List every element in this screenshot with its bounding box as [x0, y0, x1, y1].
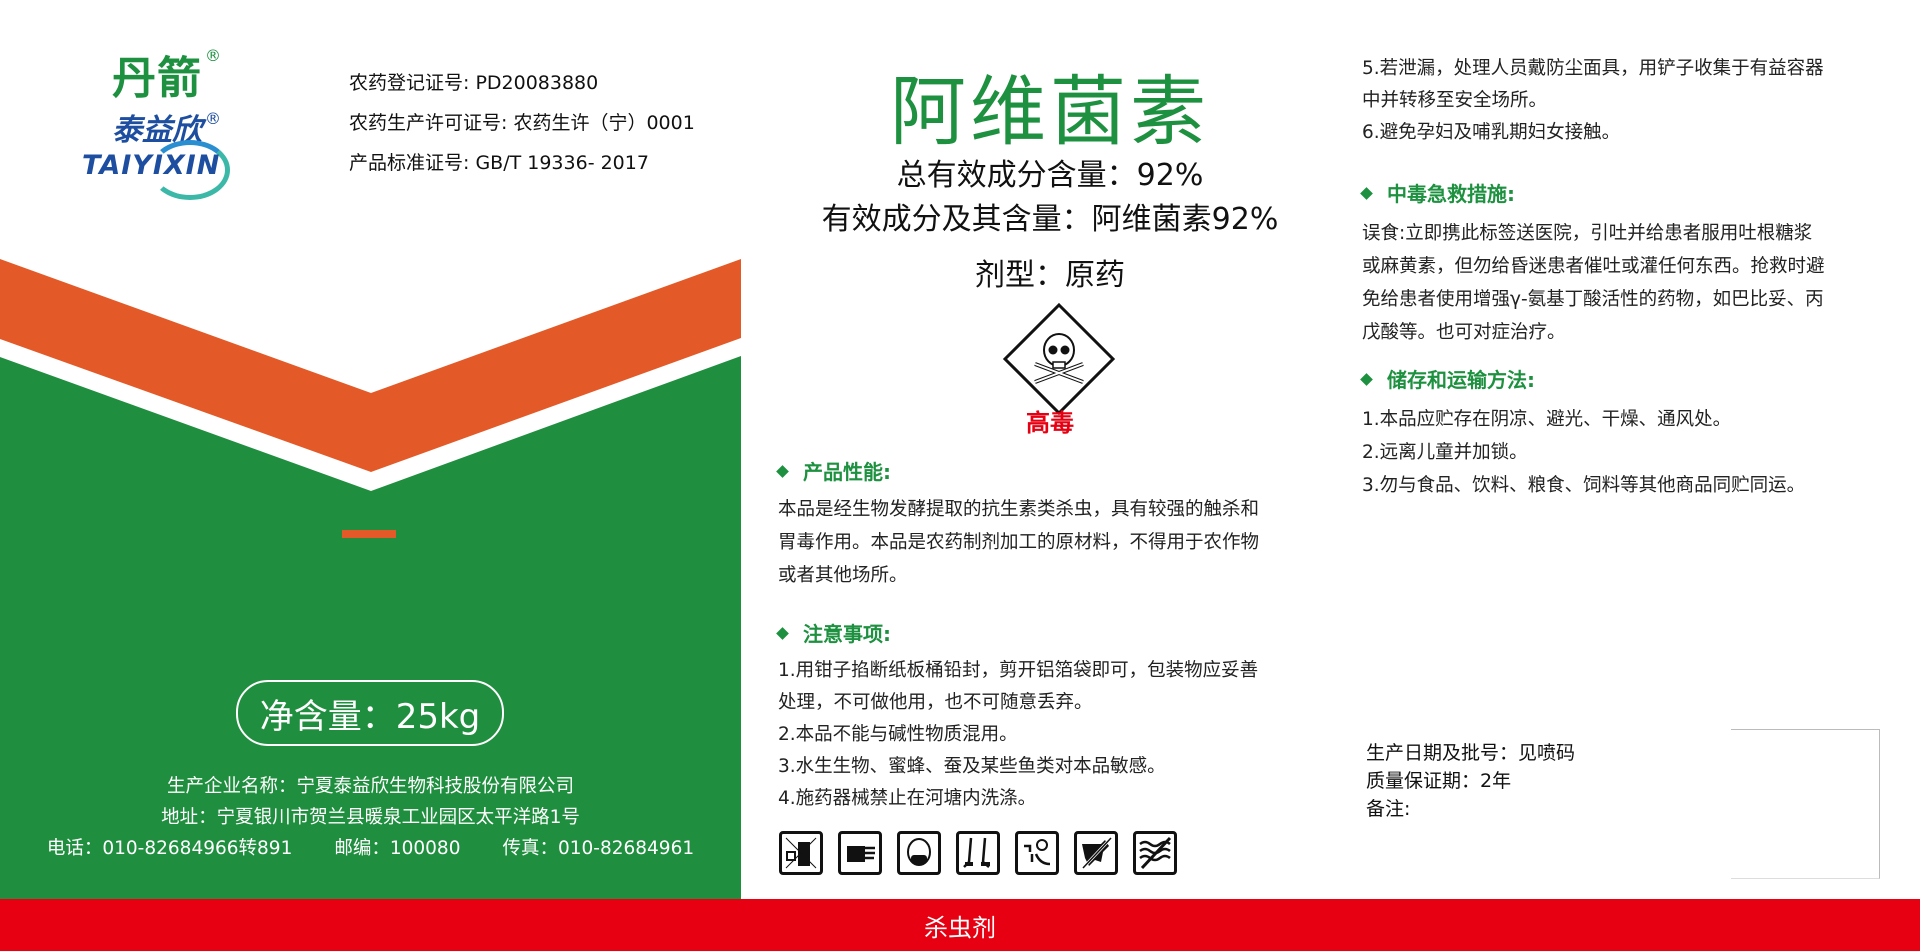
green-panel	[0, 356, 741, 899]
text-line: 或者其他场所。	[778, 565, 908, 586]
section-storage: 储存和运输方法: 1.本品应贮存在阴凉、避光、干燥、通风处。 2.远离儿童并加锁…	[1360, 364, 1902, 502]
diamond-bullet-icon	[776, 627, 789, 640]
text-line: 中并转移至安全场所。	[1362, 90, 1548, 111]
store-locked-icon	[779, 831, 823, 875]
text-line: 处理，不可做他用，也不可随意丢弃。	[778, 692, 1093, 713]
phone: 电话：010-82684966转891	[46, 838, 293, 859]
harmful-to-fish-icon	[1133, 831, 1177, 875]
manufacturer-address: 地址：宁夏银川市贺兰县暖泉工业园区太平洋路1号	[161, 807, 580, 828]
text-line: 2.本品不能与碱性物质混用。	[778, 724, 1018, 745]
diamond-bullet-icon	[1360, 373, 1373, 386]
remarks: 备注:	[1366, 798, 1411, 820]
safety-pictograms	[779, 831, 1177, 875]
wash-after-use-icon	[1015, 831, 1059, 875]
text-line: 本品是经生物发酵提取的抗生素类杀虫，具有较强的触杀和	[778, 499, 1260, 520]
total-content: 总有效成分含量：92%	[896, 158, 1204, 193]
fax: 传真：010-82684961	[502, 838, 695, 859]
section-heading: 中毒急救措施:	[1360, 178, 1902, 207]
text-line: 5.若泄漏，处理人员戴防尘面具，用铲子收集于有益容器	[1362, 58, 1824, 79]
text-line: 1.用钳子掐断纸板桶铅封，剪开铝箔袋即可，包装物应妥善	[778, 660, 1259, 681]
text-line: 4.施药器械禁止在河塘内洗涤。	[778, 788, 1037, 809]
orange-dash	[342, 530, 396, 538]
product-title: 阿维菌素	[890, 67, 1210, 156]
logo-swoosh-icon	[150, 140, 230, 200]
shelf-life: 质量保证期：2年	[1366, 770, 1512, 792]
production-date: 生产日期及批号：见喷码	[1366, 742, 1576, 764]
section-heading: 注意事项:	[776, 618, 1322, 647]
section-heading: 储存和运输方法:	[1360, 364, 1902, 393]
harmful-to-livestock-icon	[1074, 831, 1118, 875]
orange-chevron	[0, 259, 741, 472]
text-line: 戊酸等。也可对症治疗。	[1362, 322, 1566, 343]
print-code-area	[1731, 729, 1880, 879]
text-line: 6.避免孕妇及哺乳期妇女接触。	[1362, 122, 1621, 143]
production-license: 农药生产许可证号: 农药生许（宁）0001	[349, 112, 695, 134]
active-ingredient: 有效成分及其含量：阿维菌素92%	[821, 202, 1279, 237]
category-label: 杀虫剂	[924, 913, 996, 942]
diamond-bullet-icon	[776, 465, 789, 478]
wear-gloves-icon	[838, 831, 882, 875]
section-first-aid: 中毒急救措施: 误食:立即携此标签送医院，引吐并给患者服用吐根糖浆 或麻黄素，但…	[1360, 178, 1902, 349]
brand-logo-dangjian: 丹箭 ®	[112, 46, 222, 104]
postcode: 邮编：100080	[334, 838, 461, 859]
product-standard: 产品标准证号: GB/T 19336- 2017	[349, 152, 649, 174]
text-line: 胃毒作用。本品是农药制剂加工的原材料，不得用于农作物	[778, 532, 1260, 553]
section-performance: 产品性能: 本品是经生物发酵提取的抗生素类杀虫，具有较强的触杀和 胃毒作用。本品…	[776, 456, 1322, 592]
brand-logo-en: TAIYIXIN	[82, 150, 221, 181]
net-content-badge: 净含量：25kg	[236, 680, 504, 746]
skull-crossbones-icon	[1002, 302, 1116, 416]
wear-boots-icon	[956, 831, 1000, 875]
text-line: 1.本品应贮存在阴凉、避光、干燥、通风处。	[1362, 409, 1732, 430]
section-precautions: 注意事项: 1.用钳子掐断纸板桶铅封，剪开铝箔袋即可，包装物应妥善 处理，不可做…	[776, 618, 1322, 815]
text-line: 2.远离儿童并加锁。	[1362, 442, 1528, 463]
wear-mask-icon	[897, 831, 941, 875]
text-line: 免给患者使用增强γ-氨基丁酸活性的药物，如巴比妥、丙	[1362, 289, 1824, 310]
manufacturer-name: 生产企业名称：宁夏泰益欣生物科技股份有限公司	[166, 776, 574, 797]
toxicity-label: 高毒	[1026, 409, 1074, 437]
text-line: 误食:立即携此标签送医院，引吐并给患者服用吐根糖浆	[1362, 223, 1813, 244]
diamond-bullet-icon	[1360, 187, 1373, 200]
category-bar: 杀虫剂	[0, 899, 1920, 951]
precautions-continued: 5.若泄漏，处理人员戴防尘面具，用铲子收集于有益容器 中并转移至安全场所。 6.…	[1362, 53, 1902, 149]
text-line: 3.水生生物、蜜蜂、蚕及某些鱼类对本品敏感。	[778, 756, 1166, 777]
section-heading: 产品性能:	[776, 456, 1322, 485]
text-line: 或麻黄素，但勿给昏迷患者催吐或灌任何东西。抢救时避	[1362, 256, 1825, 277]
contact-line: 电话：010-82684966转891 邮编：100080 传真：010-826…	[0, 834, 741, 860]
text-line: 3.勿与食品、饮料、粮食、饲料等其他商品同贮同运。	[1362, 475, 1806, 496]
formulation: 剂型：原药	[975, 258, 1125, 293]
registration-number: 农药登记证号: PD20083880	[349, 72, 599, 94]
